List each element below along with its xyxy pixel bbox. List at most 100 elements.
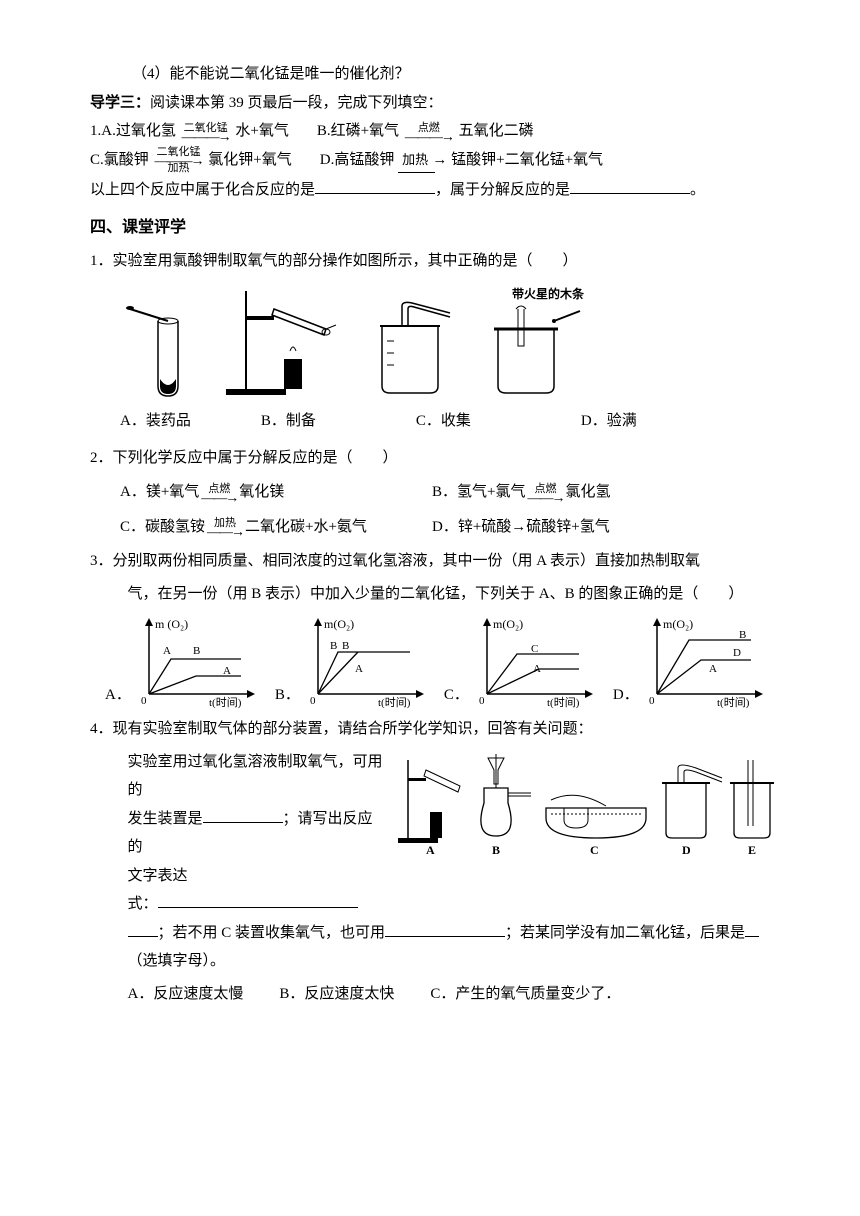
arrow-line-icon: ——→: [527, 495, 563, 502]
q1-fig-c: [352, 291, 462, 401]
arrow-line-icon: ———→: [405, 134, 453, 141]
q2-row2: C．碳酸氢铵加热——→二氧化碳+水+氨气 D．锌+硫酸→硫酸锌+氢气: [90, 511, 770, 544]
svg-text:0: 0: [649, 695, 655, 707]
eq-a-num: 1.A.: [90, 123, 116, 139]
eq-tail-2: ，属于分解反应的是: [435, 182, 570, 198]
arrow-icon: 二氧化锰 ———→: [182, 123, 230, 141]
q4-text-block: 实验室用过氧化氢溶液制取氧气，可用的 发生装置是；请写出反应的 文字表达 式：: [128, 748, 388, 919]
eq-c-left: 氯酸钾: [104, 152, 149, 168]
svg-text:A: A: [223, 665, 231, 677]
q3-d-label: D．: [613, 681, 639, 710]
q4-l4a: 式：: [128, 896, 158, 912]
eq-b-right: 五氧化二磷: [459, 123, 534, 139]
blank-input[interactable]: [745, 922, 759, 937]
svg-text:C: C: [590, 843, 599, 857]
svg-text:0: 0: [141, 695, 147, 707]
svg-text:0: 0: [479, 695, 485, 707]
q4-tail1: ；若不用 C 装置收集氧气，也可用；若某同学没有加二氧化锰，后果是: [90, 919, 770, 948]
arrow-icon: 点燃——→: [201, 484, 237, 502]
q1-fig-b: [216, 281, 346, 401]
daoxue3-label: 导学三：: [90, 95, 150, 111]
q4-l4: 式：: [128, 890, 388, 919]
eq-b: B.红磷+氧气 点燃 ———→ 五氧化二磷: [317, 117, 534, 146]
arrow-bot: 加热: [168, 163, 190, 174]
q2a-post: 氧化镁: [239, 484, 284, 500]
svg-text:m(O₂): m(O₂): [663, 617, 693, 631]
arrow-under: 加热: [398, 148, 435, 174]
q4-opt-c[interactable]: C．产生的氧气质量变少了．: [430, 980, 620, 1009]
blank-input[interactable]: [203, 808, 283, 823]
q4-devices: A B C D E: [396, 748, 776, 919]
q2b-pre: B．氢气+氯气: [432, 484, 525, 500]
q3-chart-c[interactable]: C． m(O₂) C A 0 t(时间): [444, 614, 599, 709]
q3-a-label: A．: [105, 681, 131, 710]
apparatus-row-icon: A B C D E: [396, 748, 776, 858]
q3-c-label: C．: [444, 681, 469, 710]
test-tube-icon: [120, 291, 210, 401]
blank-input[interactable]: [128, 922, 158, 937]
q2-opt-c[interactable]: C．碳酸氢铵加热——→二氧化碳+水+氨气: [120, 513, 432, 542]
q2-opt-a[interactable]: A．镁+氧气点燃——→氧化镁: [120, 478, 432, 507]
q1-opt-b[interactable]: B．制备: [261, 407, 316, 436]
q4-tail2: （选填字母）。: [90, 947, 770, 976]
q3-chart-b[interactable]: B． m(O₂) BB A 0 t(时间): [275, 614, 430, 709]
q2-opt-d[interactable]: D．锌+硫酸→硫酸锌+氢气: [432, 513, 744, 542]
eq-tail: 以上四个反应中属于化合反应的是 ，属于分解反应的是 。: [90, 176, 770, 205]
q1-fig-d: 带火星的木条: [468, 283, 588, 402]
svg-text:0: 0: [310, 695, 316, 707]
svg-text:D: D: [682, 843, 691, 857]
eq-d-num: D.: [320, 152, 335, 168]
svg-text:C: C: [531, 643, 538, 655]
eq-a: 1.A.过氧化氢 二氧化锰 ———→ 水+氧气: [90, 117, 289, 146]
q4-l2: 发生装置是；请写出反应的: [128, 805, 388, 862]
heating-stand-icon: [216, 281, 346, 401]
eq-row-cd: C.氯酸钾 二氧化锰 ———→ 加热 氯化钾+氧气 D.高锰酸钾 加热 → 锰酸…: [90, 146, 770, 175]
q1-opt-d[interactable]: D．验满: [581, 407, 637, 436]
eq-a-left: 过氧化氢: [116, 123, 176, 139]
eq-tail-3: 。: [690, 182, 705, 198]
q2d-pre: D．锌+硫酸→硫酸锌+氢气: [432, 519, 610, 535]
q2-row1: A．镁+氧气点燃——→氧化镁 B．氢气+氯气点燃——→氯化氢: [90, 476, 770, 509]
q2c-pre: C．碳酸氢铵: [120, 519, 205, 535]
q4-opt-b[interactable]: B．反应速度太快: [279, 980, 394, 1009]
arrow-icon: 加热——→: [207, 518, 243, 536]
eq-tail-1: 以上四个反应中属于化合反应的是: [90, 182, 315, 198]
daoxue3-text: 阅读课本第 39 页最后一段，完成下列填空：: [150, 95, 443, 111]
blank-input[interactable]: [158, 893, 358, 908]
svg-text:D: D: [733, 647, 741, 659]
q2b-post: 氯化氢: [565, 484, 610, 500]
q4-opt-a[interactable]: A．反应速度太慢: [128, 980, 244, 1009]
blank-input[interactable]: [570, 179, 690, 194]
q3-chart-d[interactable]: D． m(O₂) B D A 0 t(时间): [613, 614, 769, 709]
eq-row-ab: 1.A.过氧化氢 二氧化锰 ———→ 水+氧气 B.红磷+氧气 点燃 ———→ …: [90, 117, 770, 146]
blank-input[interactable]: [315, 179, 435, 194]
eq-c-num: C.: [90, 152, 104, 168]
q1-opt-c[interactable]: C．收集: [416, 407, 471, 436]
q3-chart-a[interactable]: A． m (O₂) AB A 0 t(时间): [105, 614, 261, 709]
svg-text:E: E: [748, 843, 756, 857]
svg-text:t(时间): t(时间): [209, 696, 242, 709]
eq-d: D.高锰酸钾 加热 → 锰酸钾+二氧化锰+氧气: [320, 146, 603, 175]
daoxue3-row: 导学三：阅读课本第 39 页最后一段，完成下列填空：: [90, 89, 770, 118]
q4-tail1a: ；若不用 C 装置收集氧气，也可用: [158, 925, 386, 941]
chart-d-icon: m(O₂) B D A 0 t(时间): [639, 614, 769, 709]
q1-opt-a[interactable]: A．装药品: [120, 407, 191, 436]
blank-input[interactable]: [385, 922, 505, 937]
q1-fig-a: [120, 291, 210, 401]
item-4: （4）能不能说二氧化锰是唯一的催化剂？: [90, 60, 770, 89]
q4-l1: 实验室用过氧化氢溶液制取氧气，可用的: [128, 748, 388, 805]
svg-text:A: A: [163, 645, 171, 657]
q2-opt-b[interactable]: B．氢气+氯气点燃——→氯化氢: [432, 478, 744, 507]
svg-text:m(O₂): m(O₂): [493, 617, 523, 631]
svg-text:B: B: [330, 640, 337, 652]
section-4-title: 四、课堂评学: [90, 213, 770, 243]
ylab: m (O₂): [155, 617, 188, 631]
eq-a-right: 水+氧气: [235, 123, 288, 139]
svg-text:B: B: [739, 629, 746, 641]
eq-d-right: 锰酸钾+二氧化锰+氧气: [451, 152, 603, 168]
chart-b-icon: m(O₂) BB A 0 t(时间): [300, 614, 430, 709]
q3-stem1: 3．分别取两份相同质量、相同浓度的过氧化氢溶液，其中一份（用 A 表示）直接加热…: [90, 547, 770, 576]
arrow-icon: 点燃 ———→: [405, 123, 453, 141]
gas-jar-test-icon: [468, 301, 588, 401]
q4-l2a: 发生装置是: [128, 811, 203, 827]
